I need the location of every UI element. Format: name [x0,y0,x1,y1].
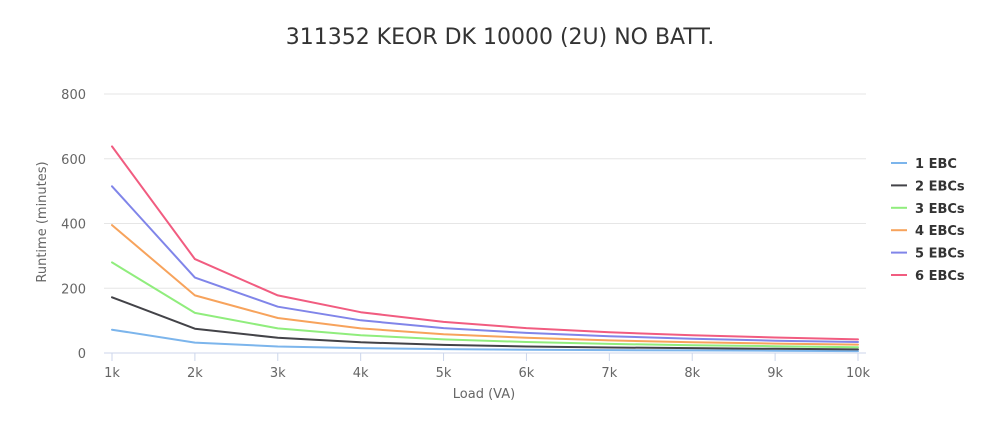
legend-label: 6 EBCs [915,269,965,284]
y-axis-title: Runtime (minutes) [35,161,50,282]
chart-title: 311352 KEOR DK 10000 (2U) NO BATT. [286,25,715,50]
x-axis-title: Load (VA) [453,387,515,402]
legend-item-5-ebcs[interactable]: 5 EBCs [891,247,965,262]
legend-label: 5 EBCs [915,247,965,262]
series-line-6-ebcs[interactable] [111,145,859,341]
y-tick-label: 600 [61,153,86,168]
legend-item-3-ebcs[interactable]: 3 EBCs [891,202,965,217]
legend-label: 2 EBCs [915,179,965,194]
x-tick-label: 8k [684,366,700,381]
legend-item-1-ebc[interactable]: 1 EBC [891,157,957,172]
y-tick-label: 800 [61,88,86,103]
y-tick-label: 0 [78,347,86,362]
x-tick-label: 6k [519,366,535,381]
legend-label: 3 EBCs [915,202,965,217]
y-axis-ticks: 0 200 400 600 800 [61,88,86,362]
legend-item-2-ebcs[interactable]: 2 EBCs [891,179,965,194]
series-line-2-ebcs[interactable] [111,296,859,351]
series-line-5-ebcs[interactable] [111,185,859,343]
x-axis-ticks: 1k 2k 3k 4k 5k 6k 7k 8k 9k 10k [104,353,871,381]
x-tick-label: 10k [846,366,871,381]
x-tick-label: 7k [601,366,617,381]
series-line-4-ebcs[interactable] [111,224,859,346]
x-tick-label: 5k [436,366,452,381]
legend-label: 4 EBCs [915,224,965,239]
x-tick-label: 4k [353,366,369,381]
legend-item-6-ebcs[interactable]: 6 EBCs [891,269,965,284]
x-tick-label: 2k [187,366,203,381]
series-line-3-ebcs[interactable] [111,261,859,349]
x-tick-label: 3k [270,366,286,381]
y-tick-label: 200 [61,282,86,297]
series-lines [111,145,859,353]
series-line-1-ebc[interactable] [111,328,859,353]
legend: 1 EBC 2 EBCs 3 EBCs 4 EBCs 5 EBCs 6 EBCs [891,157,965,284]
grid [104,93,866,289]
legend-label: 1 EBC [915,157,957,172]
legend-item-4-ebcs[interactable]: 4 EBCs [891,224,965,239]
x-tick-label: 9k [767,366,783,381]
y-tick-label: 400 [61,218,86,233]
x-tick-label: 1k [104,366,120,381]
